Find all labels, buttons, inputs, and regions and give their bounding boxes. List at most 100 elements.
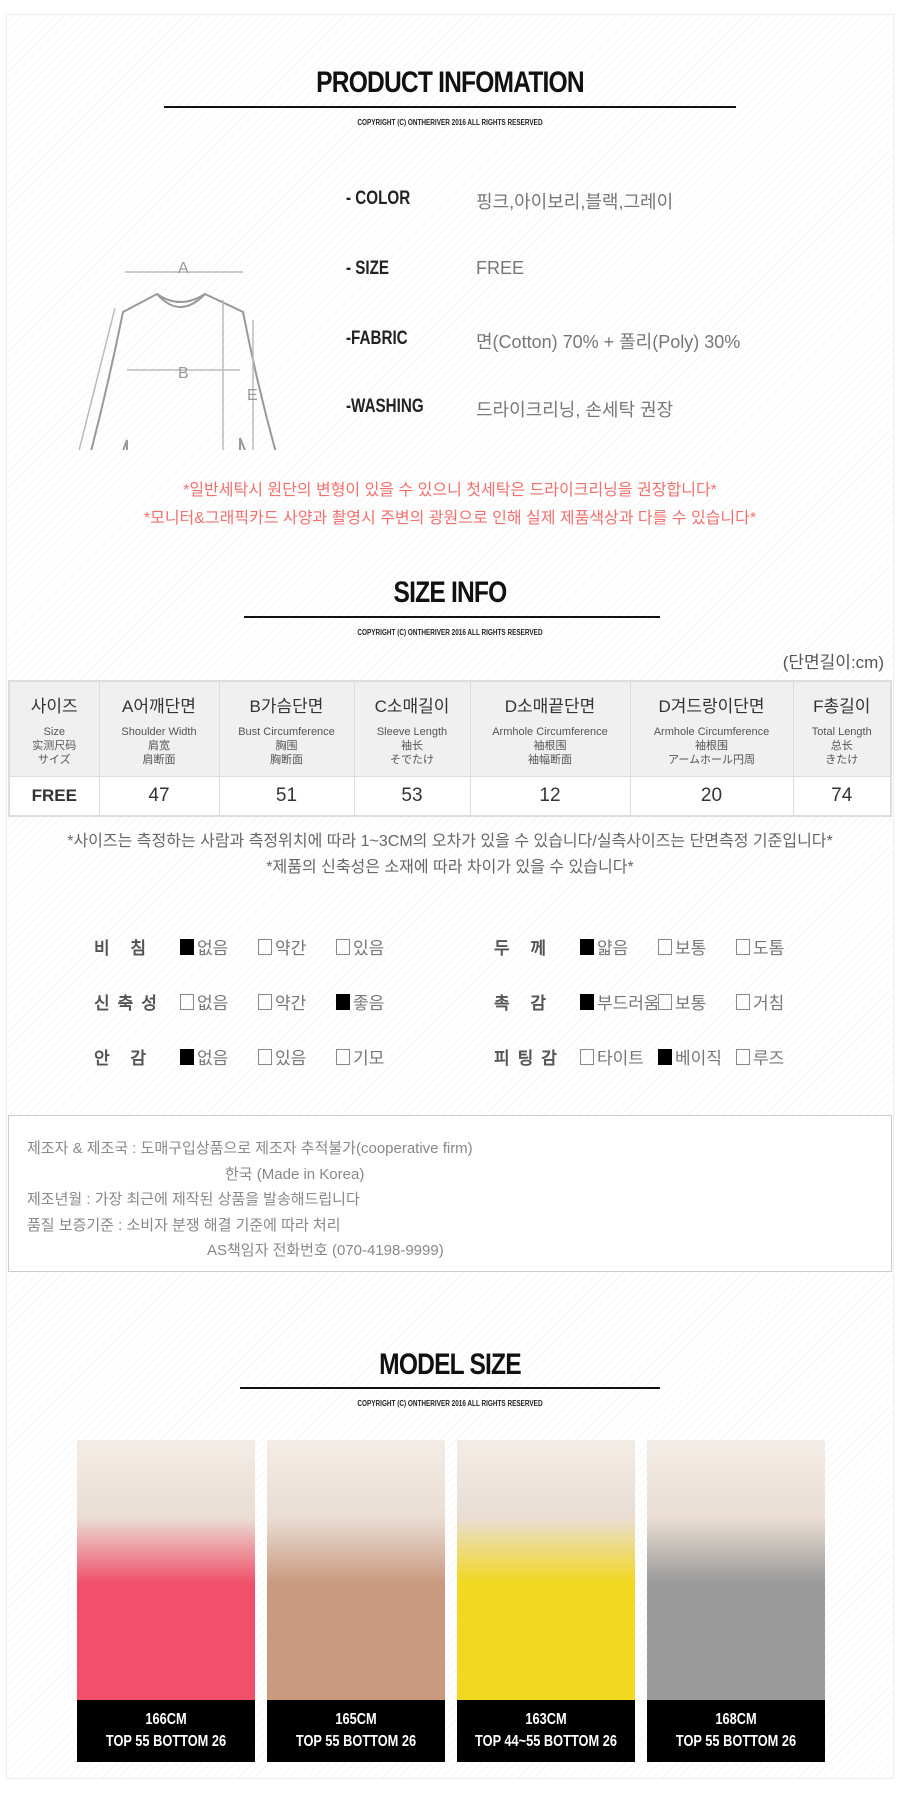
- stretch-note: *제품의 신축성은 소재에 따라 차이가 있을 수 있습니다*: [266, 859, 634, 876]
- attribute-option: 있음: [258, 1044, 306, 1069]
- model-caption: 166CM TOP 55 BOTTOM 26: [77, 1700, 255, 1762]
- size-note: *사이즈는 측정하는 사람과 측정위치에 따라 1~3CM의 오차가 있을 수 …: [67, 833, 833, 850]
- header-sub: Shoulder Width: [121, 726, 197, 738]
- copyright: COPYRIGHT (C) ONTHERIVER 2016 ALL RIGHTS…: [357, 628, 543, 637]
- unchecked-checkbox-icon: [580, 1048, 594, 1065]
- header-sub: Bust Circumference: [238, 726, 335, 738]
- attribute-option: 없음: [180, 989, 228, 1014]
- option-label: 보통: [675, 994, 707, 1013]
- spec-value: 드라이크리닝, 손세탁 권장: [476, 400, 674, 420]
- table-cell: 20: [629, 775, 794, 817]
- as-phone-line: AS책임자 전화번호 (070-4198-9999): [207, 1242, 444, 1259]
- unchecked-checkbox-icon: [336, 938, 350, 955]
- column-header: 사이즈 Size 实测尺码 サイズ: [8, 680, 100, 777]
- model-sizes: TOP 44~55 BOTTOM 26: [475, 1733, 617, 1750]
- spec-value: FREE: [476, 258, 525, 278]
- title-rule: [240, 1387, 660, 1389]
- size-info-title: SIZE INFO: [393, 576, 508, 609]
- option-label: 도톰: [753, 939, 785, 958]
- header-sub: Armhole Circumference: [492, 726, 608, 738]
- checked-checkbox-icon: [180, 938, 194, 955]
- header-sub: そでたけ: [390, 754, 434, 766]
- option-label: 보통: [675, 939, 707, 958]
- origin-line: 한국 (Made in Korea): [225, 1165, 365, 1183]
- washing-note: *일반세탁시 원단의 변형이 있을 수 있으니 첫세탁은 드라이크리닝을 권장합…: [183, 482, 717, 499]
- option-label: 좋음: [353, 994, 385, 1013]
- copyright: COPYRIGHT (C) ONTHERIVER 2016 ALL RIGHTS…: [357, 1399, 543, 1408]
- option-label: 약간: [275, 994, 307, 1013]
- unchecked-checkbox-icon: [336, 1048, 350, 1065]
- model-photo: [77, 1440, 255, 1700]
- table-row: FREE 47 51 53 12 20 74: [8, 775, 892, 817]
- option-label: 있음: [275, 1049, 307, 1068]
- column-header: D겨드랑이단면 Armhole Circumference 袖根围 アームホール円周: [629, 680, 794, 777]
- column-header: D소매끝단면 Armhole Circumference 袖根围 袖幅断面: [469, 680, 631, 777]
- column-header: C소매길이 Sleeve Length 袖长そでたけ: [353, 680, 471, 777]
- attribute-label: 피팅감: [494, 1049, 565, 1068]
- warranty-line: 품질 보증기준 : 소비자 분쟁 해결 기준에 따라 처리: [27, 1216, 341, 1234]
- attribute-label: 촉 감: [494, 994, 555, 1013]
- model-card: 168CM TOP 55 BOTTOM 26: [647, 1440, 825, 1762]
- spec-value: 면(Cotton) 70% + 폴리(Poly) 30%: [476, 332, 741, 352]
- spec-label: - SIZE: [346, 258, 390, 279]
- header-sub: 总长: [830, 740, 853, 752]
- option-label: 베이직: [675, 1049, 722, 1068]
- unchecked-checkbox-icon: [736, 1048, 750, 1065]
- header-sub: Total Length: [811, 726, 872, 738]
- attribute-option: 베이직: [658, 1044, 722, 1069]
- header-ko: C소매길이: [374, 697, 450, 716]
- attribute-option: 있음: [336, 934, 384, 959]
- attribute-option: 없음: [180, 934, 228, 959]
- option-label: 없음: [197, 939, 229, 958]
- sweater-diagram: A B C D E F: [60, 260, 277, 450]
- table-cell: 12: [469, 775, 631, 817]
- label-b: B: [178, 365, 189, 382]
- option-label: 없음: [197, 994, 229, 1013]
- model-caption: 165CM TOP 55 BOTTOM 26: [267, 1700, 445, 1762]
- header-sub: 袖长: [401, 740, 423, 752]
- attribute-label: 안 감: [94, 1049, 155, 1068]
- option-label: 약간: [275, 939, 307, 958]
- title-rule: [244, 616, 660, 618]
- model-size-title: MODEL SIZE: [379, 1348, 522, 1381]
- attribute-label: 비 침: [94, 939, 155, 958]
- model-card: 163CM TOP 44~55 BOTTOM 26: [457, 1440, 635, 1762]
- header-sub: Armhole Circumference: [653, 726, 770, 738]
- option-label: 기모: [353, 1049, 385, 1068]
- table-cell: 47: [98, 775, 220, 817]
- model-height: 163CM: [525, 1711, 567, 1728]
- attribute-option: 보통: [658, 989, 706, 1014]
- attribute-option: 약간: [258, 934, 306, 959]
- header-ko: D소매끝단면: [504, 697, 596, 716]
- attribute-option: 없음: [180, 1044, 228, 1069]
- attribute-option: 타이트: [580, 1044, 644, 1069]
- spec-label: - COLOR: [346, 188, 411, 209]
- checked-checkbox-icon: [180, 1048, 194, 1065]
- header-sub: Sleeve Length: [376, 726, 448, 738]
- spec-label: -WASHING: [346, 396, 424, 417]
- unchecked-checkbox-icon: [736, 938, 750, 955]
- option-label: 타이트: [597, 1049, 644, 1068]
- header-sub: サイズ: [37, 754, 71, 766]
- header-sub: 肩宽: [148, 740, 170, 752]
- title-rule: [164, 106, 736, 108]
- option-label: 없음: [197, 1049, 229, 1068]
- option-label: 루즈: [753, 1049, 785, 1068]
- size-table: 사이즈 Size 实测尺码 サイズ A어깨단면 Shoulder Width 肩宽 肩断面 B가…: [8, 680, 892, 817]
- column-header: B가슴단면 Bust Circumference 胸围 胸断面: [218, 680, 355, 777]
- model-height: 166CM: [145, 1711, 187, 1728]
- model-photo: [267, 1440, 445, 1700]
- attribute-option: 부드러움: [580, 989, 660, 1014]
- attribute-option: 보통: [658, 934, 706, 959]
- maker-info-box: 제조자 & 제조국 : 도매구입상품으로 제조자 추적불가(cooperativ…: [8, 1115, 892, 1272]
- table-cell: 74: [792, 775, 892, 817]
- column-header: F총길이 Total Length 总长 きたけ: [792, 680, 892, 777]
- header-sub: 胸围: [275, 740, 298, 752]
- model-height: 168CM: [715, 1711, 757, 1728]
- option-label: 있음: [353, 939, 385, 958]
- unchecked-checkbox-icon: [736, 993, 750, 1010]
- header-ko: D겨드랑이단면: [658, 697, 765, 716]
- attribute-option: 좋음: [336, 989, 384, 1014]
- table-cell: FREE: [8, 775, 100, 817]
- header-sub: 袖根围: [533, 740, 567, 752]
